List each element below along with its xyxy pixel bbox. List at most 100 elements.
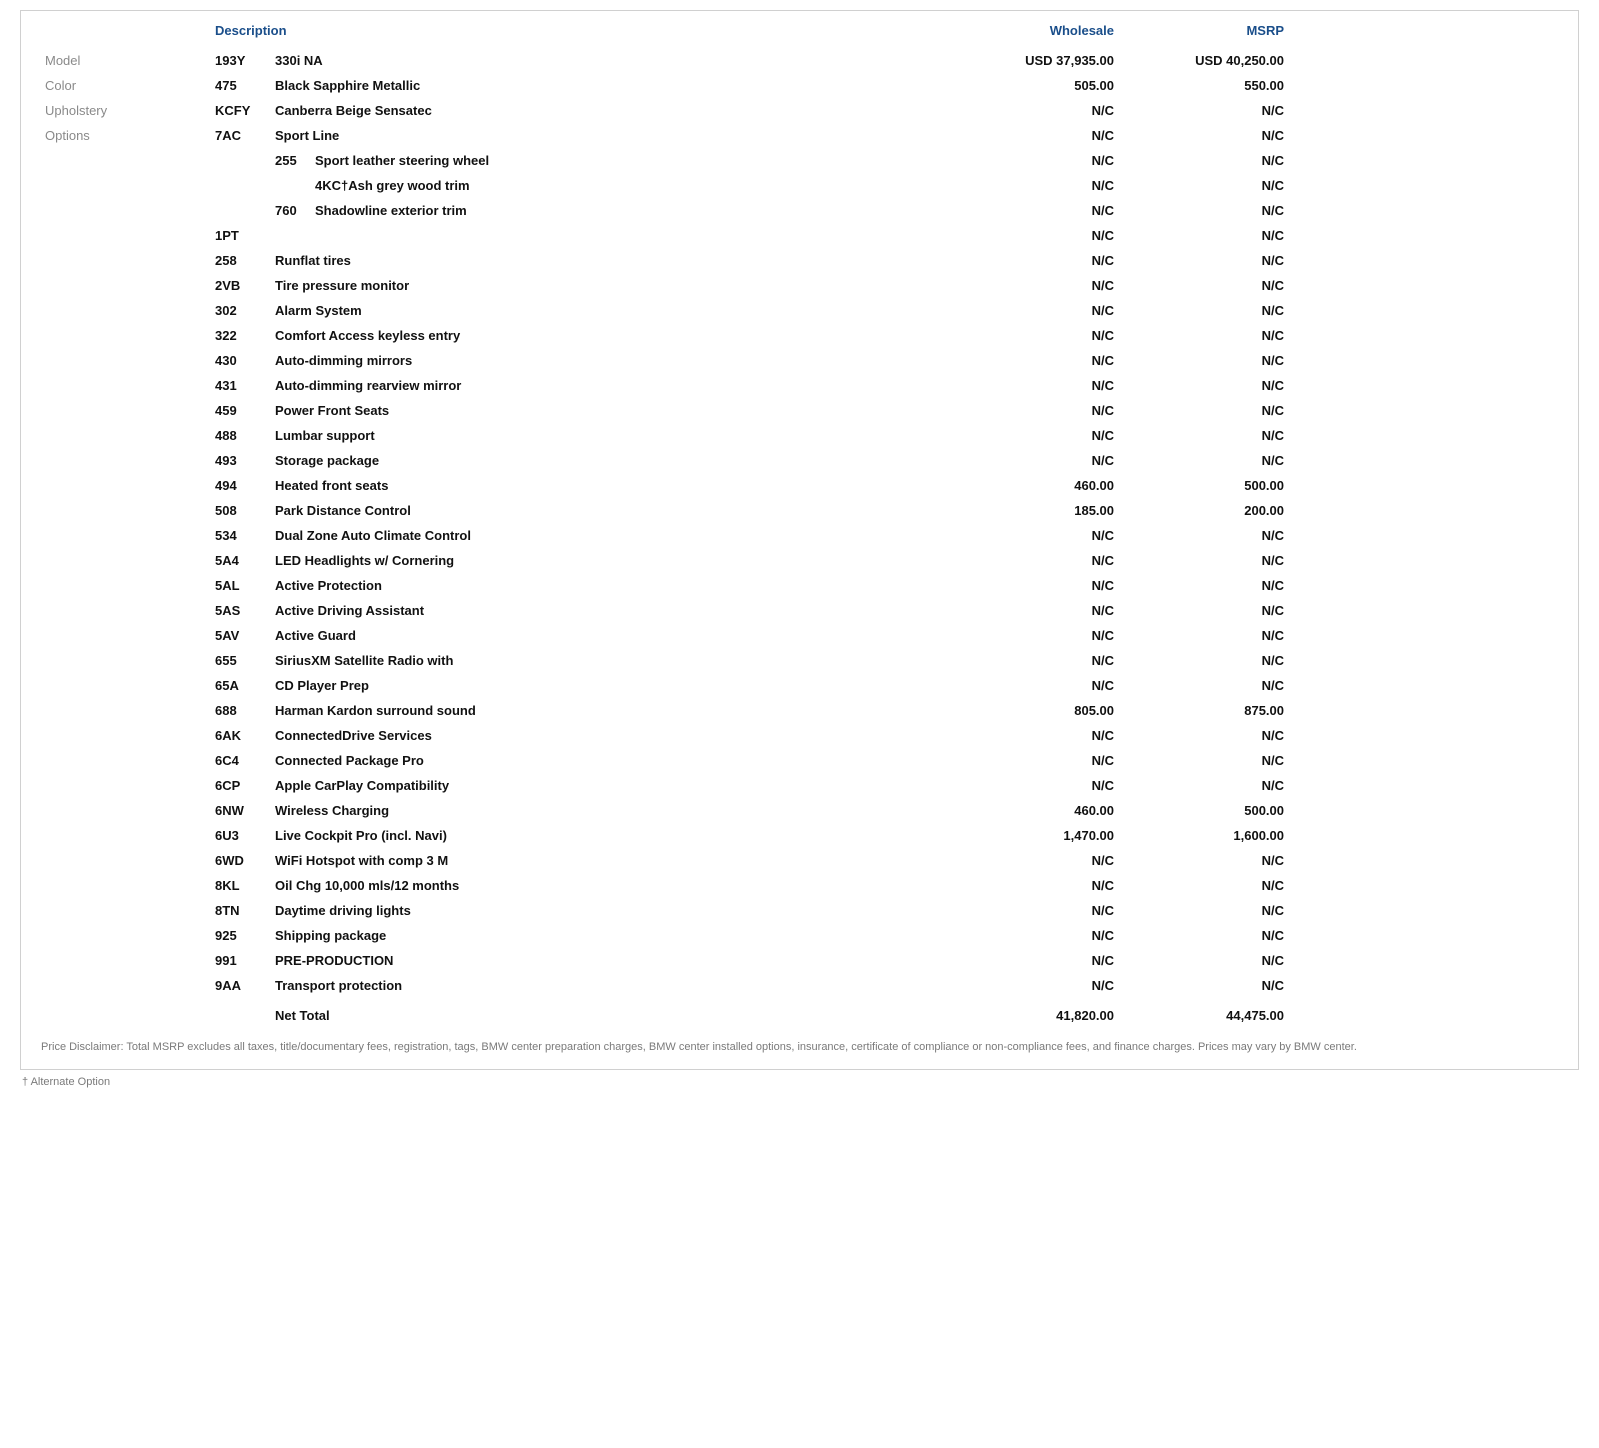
- row-code: 7AC: [211, 123, 271, 148]
- price-table: Description Wholesale MSRP Model193Y330i…: [41, 17, 1558, 1028]
- table-row: 430Auto-dimming mirrorsN/CN/C: [41, 348, 1558, 373]
- row-wholesale: N/C: [978, 723, 1118, 748]
- row-wholesale: N/C: [978, 273, 1118, 298]
- row-code: 6NW: [211, 798, 271, 823]
- row-description: Daytime driving lights: [271, 898, 978, 923]
- row-code: 459: [211, 398, 271, 423]
- row-description: Park Distance Control: [271, 498, 978, 523]
- table-row: 925Shipping packageN/CN/C: [41, 923, 1558, 948]
- row-msrp: N/C: [1118, 123, 1288, 148]
- row-msrp: N/C: [1118, 148, 1288, 173]
- row-description: Active Guard: [271, 623, 978, 648]
- row-wholesale: N/C: [978, 373, 1118, 398]
- row-msrp: 200.00: [1118, 498, 1288, 523]
- row-code: 5AV: [211, 623, 271, 648]
- row-code: 9AA: [211, 973, 271, 998]
- row-code: 6U3: [211, 823, 271, 848]
- row-wholesale: N/C: [978, 448, 1118, 473]
- row-code: 655: [211, 648, 271, 673]
- row-msrp: N/C: [1118, 923, 1288, 948]
- row-code: 1PT: [211, 223, 271, 248]
- row-msrp: 500.00: [1118, 473, 1288, 498]
- row-wholesale: N/C: [978, 98, 1118, 123]
- row-description: Lumbar support: [271, 423, 978, 448]
- row-description: Runflat tires: [271, 248, 978, 273]
- row-msrp: N/C: [1118, 848, 1288, 873]
- row-category: Model: [41, 48, 211, 73]
- row-description: Comfort Access keyless entry: [271, 323, 978, 348]
- row-description: Shipping package: [271, 923, 978, 948]
- table-row: 322Comfort Access keyless entryN/CN/C: [41, 323, 1558, 348]
- price-sheet: Description Wholesale MSRP Model193Y330i…: [20, 10, 1579, 1070]
- row-description: Auto-dimming rearview mirror: [271, 373, 978, 398]
- row-wholesale: N/C: [978, 423, 1118, 448]
- row-msrp: N/C: [1118, 623, 1288, 648]
- row-subcode: 760: [271, 198, 311, 223]
- row-code: 6AK: [211, 723, 271, 748]
- table-row: 991PRE-PRODUCTIONN/CN/C: [41, 948, 1558, 973]
- table-row: 6C4Connected Package ProN/CN/C: [41, 748, 1558, 773]
- row-description: Apple CarPlay Compatibility: [271, 773, 978, 798]
- row-msrp: N/C: [1118, 298, 1288, 323]
- row-wholesale: N/C: [978, 223, 1118, 248]
- table-row: 65ACD Player PrepN/CN/C: [41, 673, 1558, 698]
- row-msrp: N/C: [1118, 573, 1288, 598]
- row-wholesale: N/C: [978, 973, 1118, 998]
- table-row: 9AATransport protectionN/CN/C: [41, 973, 1558, 998]
- table-row: 655SiriusXM Satellite Radio withN/CN/C: [41, 648, 1558, 673]
- table-row: 534Dual Zone Auto Climate ControlN/CN/C: [41, 523, 1558, 548]
- row-code: 5AS: [211, 598, 271, 623]
- row-description: Power Front Seats: [271, 398, 978, 423]
- row-code: 6WD: [211, 848, 271, 873]
- row-description: WiFi Hotspot with comp 3 M: [271, 848, 978, 873]
- row-code: 475: [211, 73, 271, 98]
- row-description: Transport protection: [271, 973, 978, 998]
- row-description: Black Sapphire Metallic: [271, 73, 978, 98]
- table-row: 302Alarm SystemN/CN/C: [41, 298, 1558, 323]
- table-row: 255Sport leather steering wheelN/CN/C: [41, 148, 1558, 173]
- row-msrp: N/C: [1118, 373, 1288, 398]
- row-description: Active Protection: [271, 573, 978, 598]
- row-code: 65A: [211, 673, 271, 698]
- row-wholesale: N/C: [978, 573, 1118, 598]
- row-description: Auto-dimming mirrors: [271, 348, 978, 373]
- row-description: Sport leather steering wheel: [311, 148, 978, 173]
- table-row: 8KLOil Chg 10,000 mls/12 monthsN/CN/C: [41, 873, 1558, 898]
- table-row: 5ALActive ProtectionN/CN/C: [41, 573, 1558, 598]
- row-code: 193Y: [211, 48, 271, 73]
- row-wholesale: 505.00: [978, 73, 1118, 98]
- row-code: 8KL: [211, 873, 271, 898]
- row-code: 5A4: [211, 548, 271, 573]
- table-row: 4KC†Ash grey wood trimN/CN/C: [41, 173, 1558, 198]
- row-description: Storage package: [271, 448, 978, 473]
- table-row: 431Auto-dimming rearview mirrorN/CN/C: [41, 373, 1558, 398]
- row-description: Heated front seats: [271, 473, 978, 498]
- table-row: UpholsteryKCFYCanberra Beige SensatecN/C…: [41, 98, 1558, 123]
- row-description: 330i NA: [271, 48, 978, 73]
- row-msrp: N/C: [1118, 98, 1288, 123]
- row-description: Sport Line: [271, 123, 978, 148]
- row-wholesale: N/C: [978, 148, 1118, 173]
- row-wholesale: N/C: [978, 198, 1118, 223]
- row-msrp: N/C: [1118, 273, 1288, 298]
- row-msrp: N/C: [1118, 523, 1288, 548]
- row-code: 6C4: [211, 748, 271, 773]
- table-row: Color475Black Sapphire Metallic505.00550…: [41, 73, 1558, 98]
- table-row: 258Runflat tiresN/CN/C: [41, 248, 1558, 273]
- table-row: 6CPApple CarPlay CompatibilityN/CN/C: [41, 773, 1558, 798]
- row-msrp: N/C: [1118, 648, 1288, 673]
- row-wholesale: N/C: [978, 623, 1118, 648]
- table-row: Options7ACSport LineN/CN/C: [41, 123, 1558, 148]
- row-code: 6CP: [211, 773, 271, 798]
- row-description: Wireless Charging: [271, 798, 978, 823]
- row-msrp: 1,600.00: [1118, 823, 1288, 848]
- row-wholesale: N/C: [978, 523, 1118, 548]
- row-wholesale: N/C: [978, 648, 1118, 673]
- row-code: 534: [211, 523, 271, 548]
- row-description: SiriusXM Satellite Radio with: [271, 648, 978, 673]
- row-wholesale: N/C: [978, 348, 1118, 373]
- table-row: 1PTN/CN/C: [41, 223, 1558, 248]
- row-msrp: N/C: [1118, 973, 1288, 998]
- row-description: PRE-PRODUCTION: [271, 948, 978, 973]
- row-code: 322: [211, 323, 271, 348]
